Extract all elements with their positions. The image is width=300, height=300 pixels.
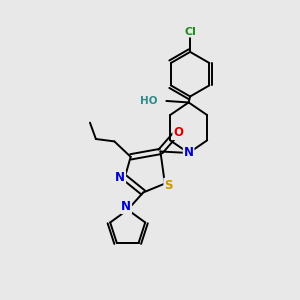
Text: HO: HO bbox=[140, 96, 158, 106]
Text: S: S bbox=[164, 178, 173, 192]
Text: O: O bbox=[173, 126, 183, 139]
Text: N: N bbox=[121, 200, 131, 213]
Text: N: N bbox=[115, 171, 125, 184]
Text: N: N bbox=[184, 146, 194, 160]
Text: Cl: Cl bbox=[184, 27, 196, 37]
